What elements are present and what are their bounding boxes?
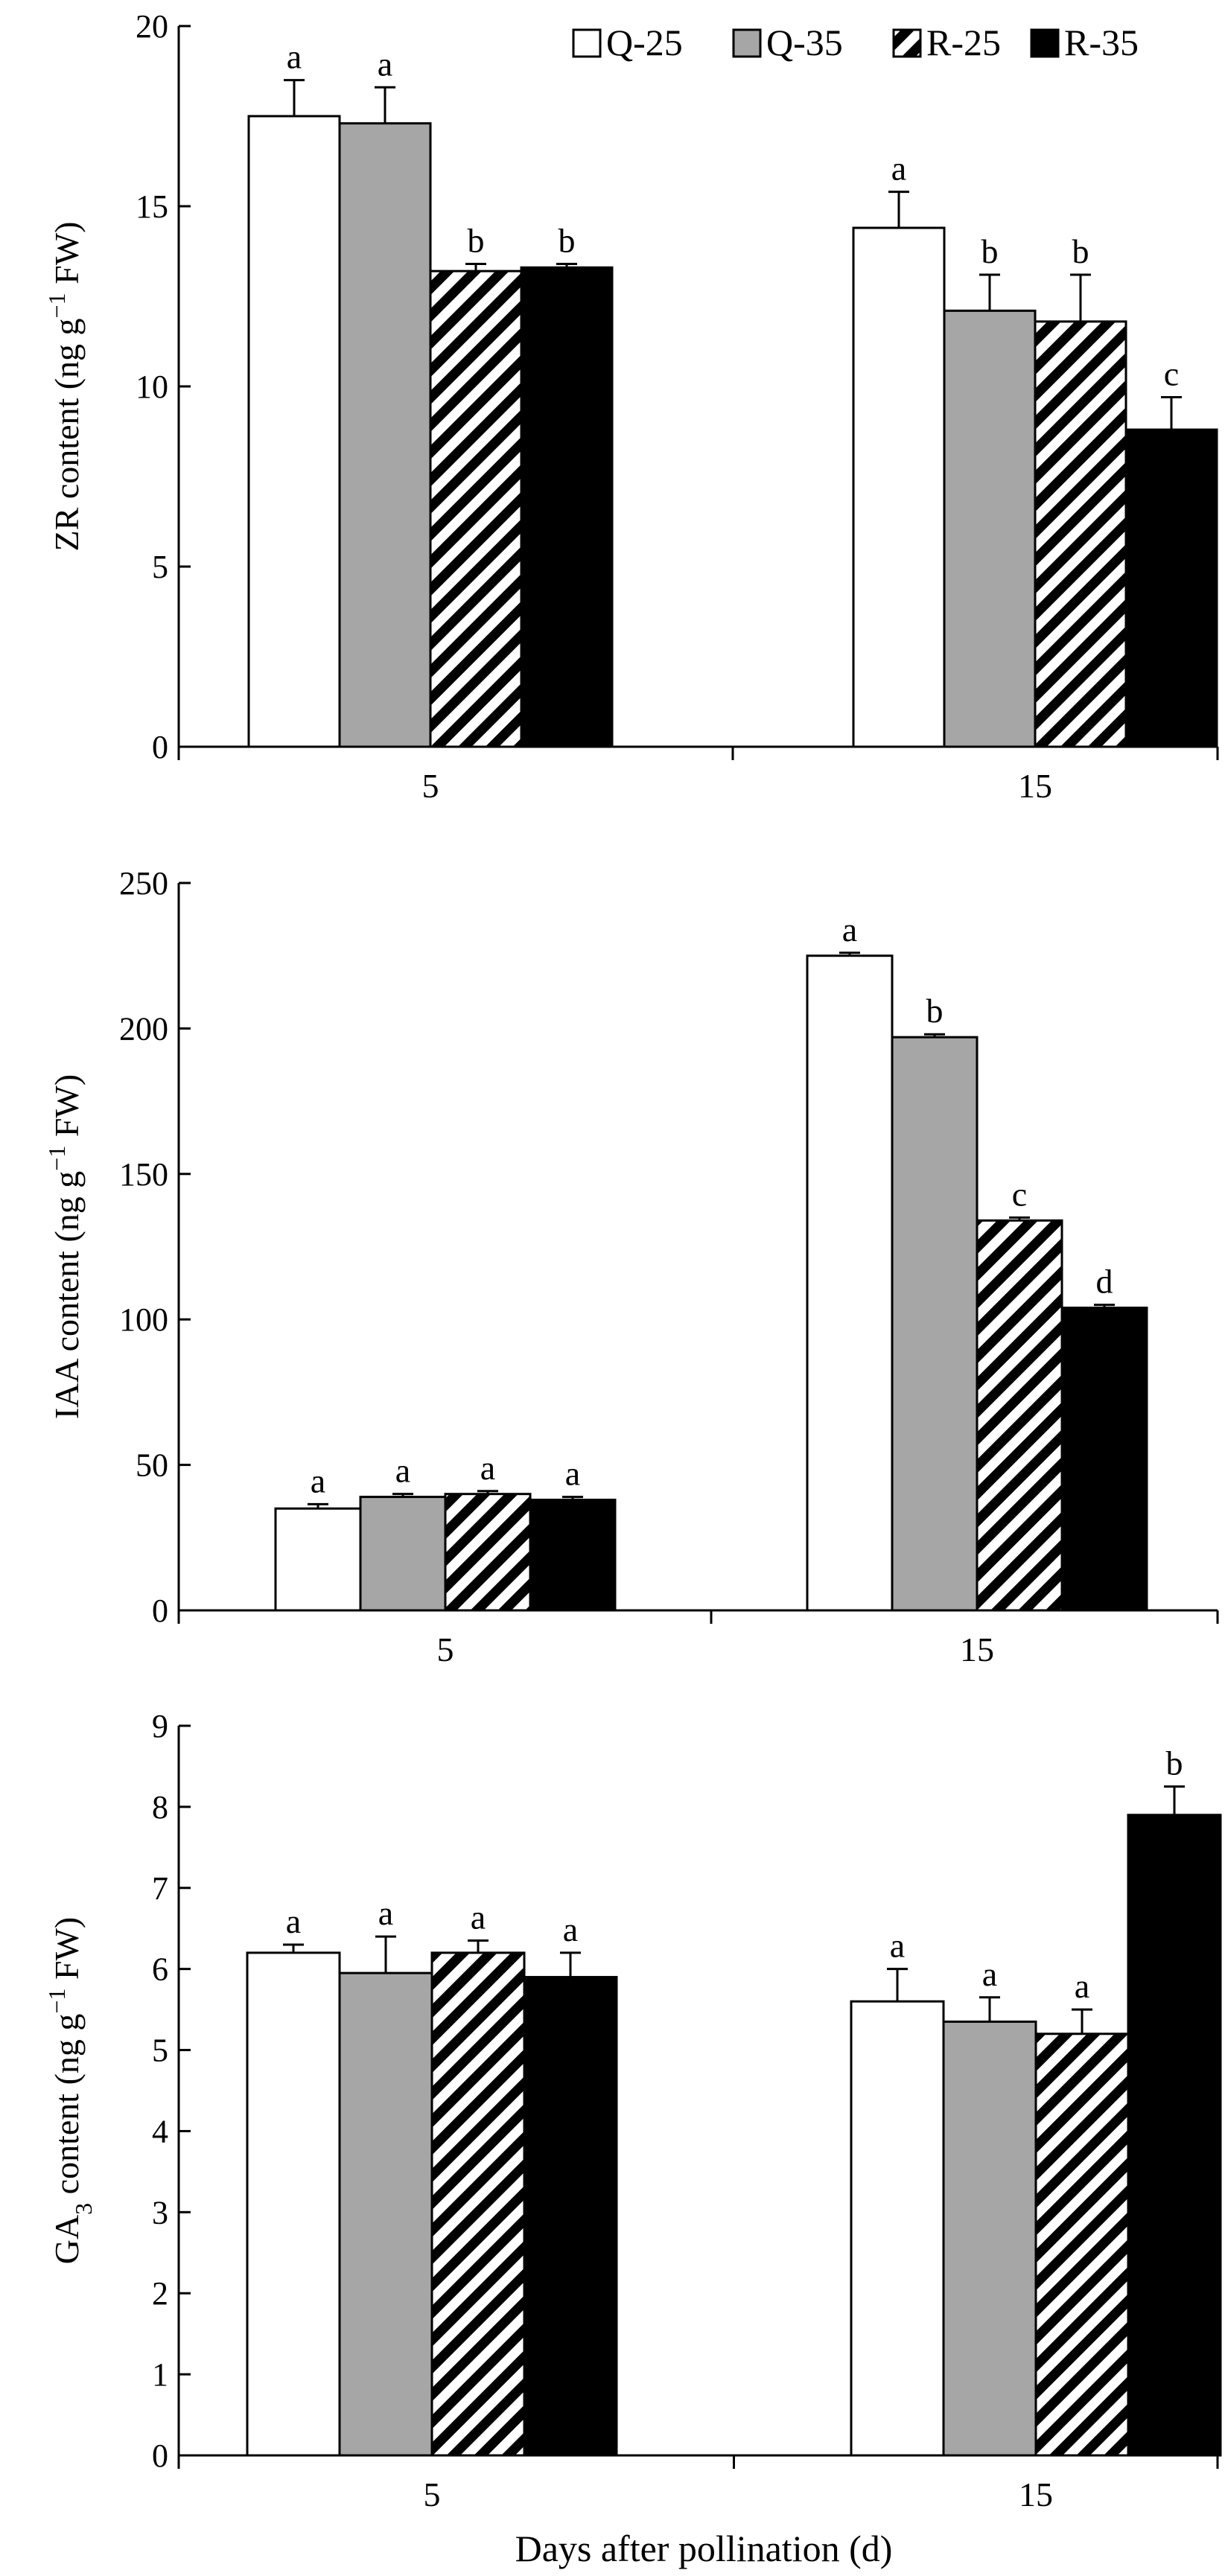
bar-q-35-day-5 <box>359 1496 447 1612</box>
bar-q-35-day-15 <box>943 309 1037 748</box>
y-tick-label: 20 <box>136 8 168 45</box>
bar-q-35-day-5 <box>338 1971 433 2457</box>
bar-q-25-day-15 <box>850 2000 945 2457</box>
bar-r-35-day-15 <box>1124 428 1218 748</box>
y-tick-label: 6 <box>152 1951 168 1988</box>
y-tick-label: 100 <box>119 1301 168 1338</box>
bar-r-25-day-15 <box>1034 320 1127 748</box>
bar-r-35-day-5 <box>520 266 614 748</box>
y-tick-label: 200 <box>119 1010 168 1047</box>
bar-r-25-day-5 <box>444 1493 532 1612</box>
y-axis-label: IAA content (ng g−1 FW) <box>43 1074 86 1419</box>
y-tick-label: 7 <box>152 1870 168 1907</box>
significance-letter: b <box>981 232 999 270</box>
bar-r-35-day-15 <box>1060 1307 1148 1612</box>
significance-letter: a <box>480 1449 495 1487</box>
legend-label: R-25 <box>926 22 1001 63</box>
significance-letter: a <box>1075 1967 1089 2005</box>
iaa-chart-panel: 0 50 100 150 200 250 5 15 a a a a a b c d IAA content (n… <box>43 865 1219 1668</box>
y-tick-label: 9 <box>152 1708 168 1744</box>
significance-letter: a <box>982 1955 997 1993</box>
significance-letter: c <box>1164 355 1179 393</box>
bar-r-25-day-15 <box>976 1219 1063 1612</box>
y-tick-label: 8 <box>152 1789 168 1826</box>
x-category-label: 15 <box>1019 2475 1053 2513</box>
x-category-label: 5 <box>437 1630 454 1668</box>
bar-q-25-day-5 <box>246 1951 341 2457</box>
bar-r-35-day-5 <box>529 1498 617 1612</box>
significance-letter: b <box>1166 1744 1183 1782</box>
x-category-label: 5 <box>422 767 439 805</box>
legend-label: R-35 <box>1064 22 1139 63</box>
x-category-label: 5 <box>424 2475 441 2513</box>
bar-r-35-day-15 <box>1127 1814 1222 2457</box>
y-tick-label: 5 <box>152 549 168 585</box>
bar-q-25-day-15 <box>852 226 946 748</box>
y-tick-label: 50 <box>136 1447 168 1484</box>
bar-r-25-day-5 <box>429 270 523 748</box>
significance-letter: a <box>842 911 857 949</box>
significance-letter: a <box>378 1894 393 1932</box>
y-tick-label: 0 <box>152 2438 168 2474</box>
ga3-chart-panel: 0 1 2 3 4 5 6 7 8 9 5 15 a a a a a a a b GA3 content (ng g−1… <box>43 1708 1222 2513</box>
significance-letter: b <box>1072 232 1089 270</box>
y-tick-label: 150 <box>119 1156 168 1193</box>
legend-swatch-q-25 <box>572 28 602 58</box>
legend-swatch-r-25 <box>892 28 922 58</box>
y-tick-label: 3 <box>152 2194 168 2231</box>
bar-q-25-day-5 <box>274 1507 362 1612</box>
significance-letter: a <box>565 1455 580 1493</box>
y-tick-label: 5 <box>152 2033 168 2069</box>
significance-letter: a <box>286 1902 301 1940</box>
legend-label: Q-35 <box>766 22 843 63</box>
y-tick-label: 250 <box>119 865 168 902</box>
significance-letter: a <box>891 150 906 188</box>
significance-letter: a <box>395 1452 410 1490</box>
bar-q-35-day-5 <box>338 122 432 748</box>
significance-letter: a <box>378 45 392 83</box>
significance-letter: d <box>1096 1263 1113 1301</box>
bar-q-35-day-15 <box>942 2020 1037 2457</box>
legend-label: Q-25 <box>606 22 683 63</box>
significance-letter: a <box>311 1461 325 1499</box>
y-tick-label: 0 <box>152 1593 168 1629</box>
y-tick-label: 2 <box>152 2275 168 2312</box>
x-category-label: 15 <box>960 1630 994 1668</box>
y-tick-label: 4 <box>152 2113 168 2149</box>
significance-letter: a <box>563 1910 578 1948</box>
x-category-label: 15 <box>1018 767 1052 805</box>
bar-q-25-day-15 <box>806 954 894 1612</box>
significance-letter: c <box>1012 1175 1027 1213</box>
y-axis-label: GA3 content (ng g−1 FW) <box>43 1917 97 2265</box>
legend-swatch-r-35 <box>1030 28 1060 58</box>
legend-swatch-q-35 <box>732 28 762 58</box>
bar-q-35-day-15 <box>891 1036 979 1612</box>
significance-letter: b <box>926 992 944 1030</box>
x-axis-label: Days after pollination (d) <box>515 2528 893 2569</box>
significance-letter: a <box>471 1898 486 1936</box>
significance-letter: a <box>287 38 302 76</box>
y-tick-label: 0 <box>152 729 168 765</box>
significance-letter: a <box>890 1927 905 1965</box>
y-tick-label: 10 <box>136 369 168 405</box>
bar-r-35-day-5 <box>523 1976 618 2457</box>
zr-chart-panel: 0 5 10 15 20 5 15 a a b b a b b c ZR content (ng g−1 FW… <box>43 8 1219 805</box>
y-tick-label: 15 <box>136 188 168 225</box>
bar-r-25-day-5 <box>430 1951 526 2457</box>
significance-letter: b <box>559 221 576 259</box>
bar-q-25-day-5 <box>247 115 341 748</box>
significance-letter: b <box>468 221 485 259</box>
bar-r-25-day-15 <box>1034 2033 1130 2457</box>
y-tick-label: 1 <box>152 2356 168 2393</box>
y-axis-label: ZR content (ng g−1 FW) <box>43 222 86 552</box>
legend: Q-25 Q-35 R-25 R-35 <box>572 22 1139 63</box>
